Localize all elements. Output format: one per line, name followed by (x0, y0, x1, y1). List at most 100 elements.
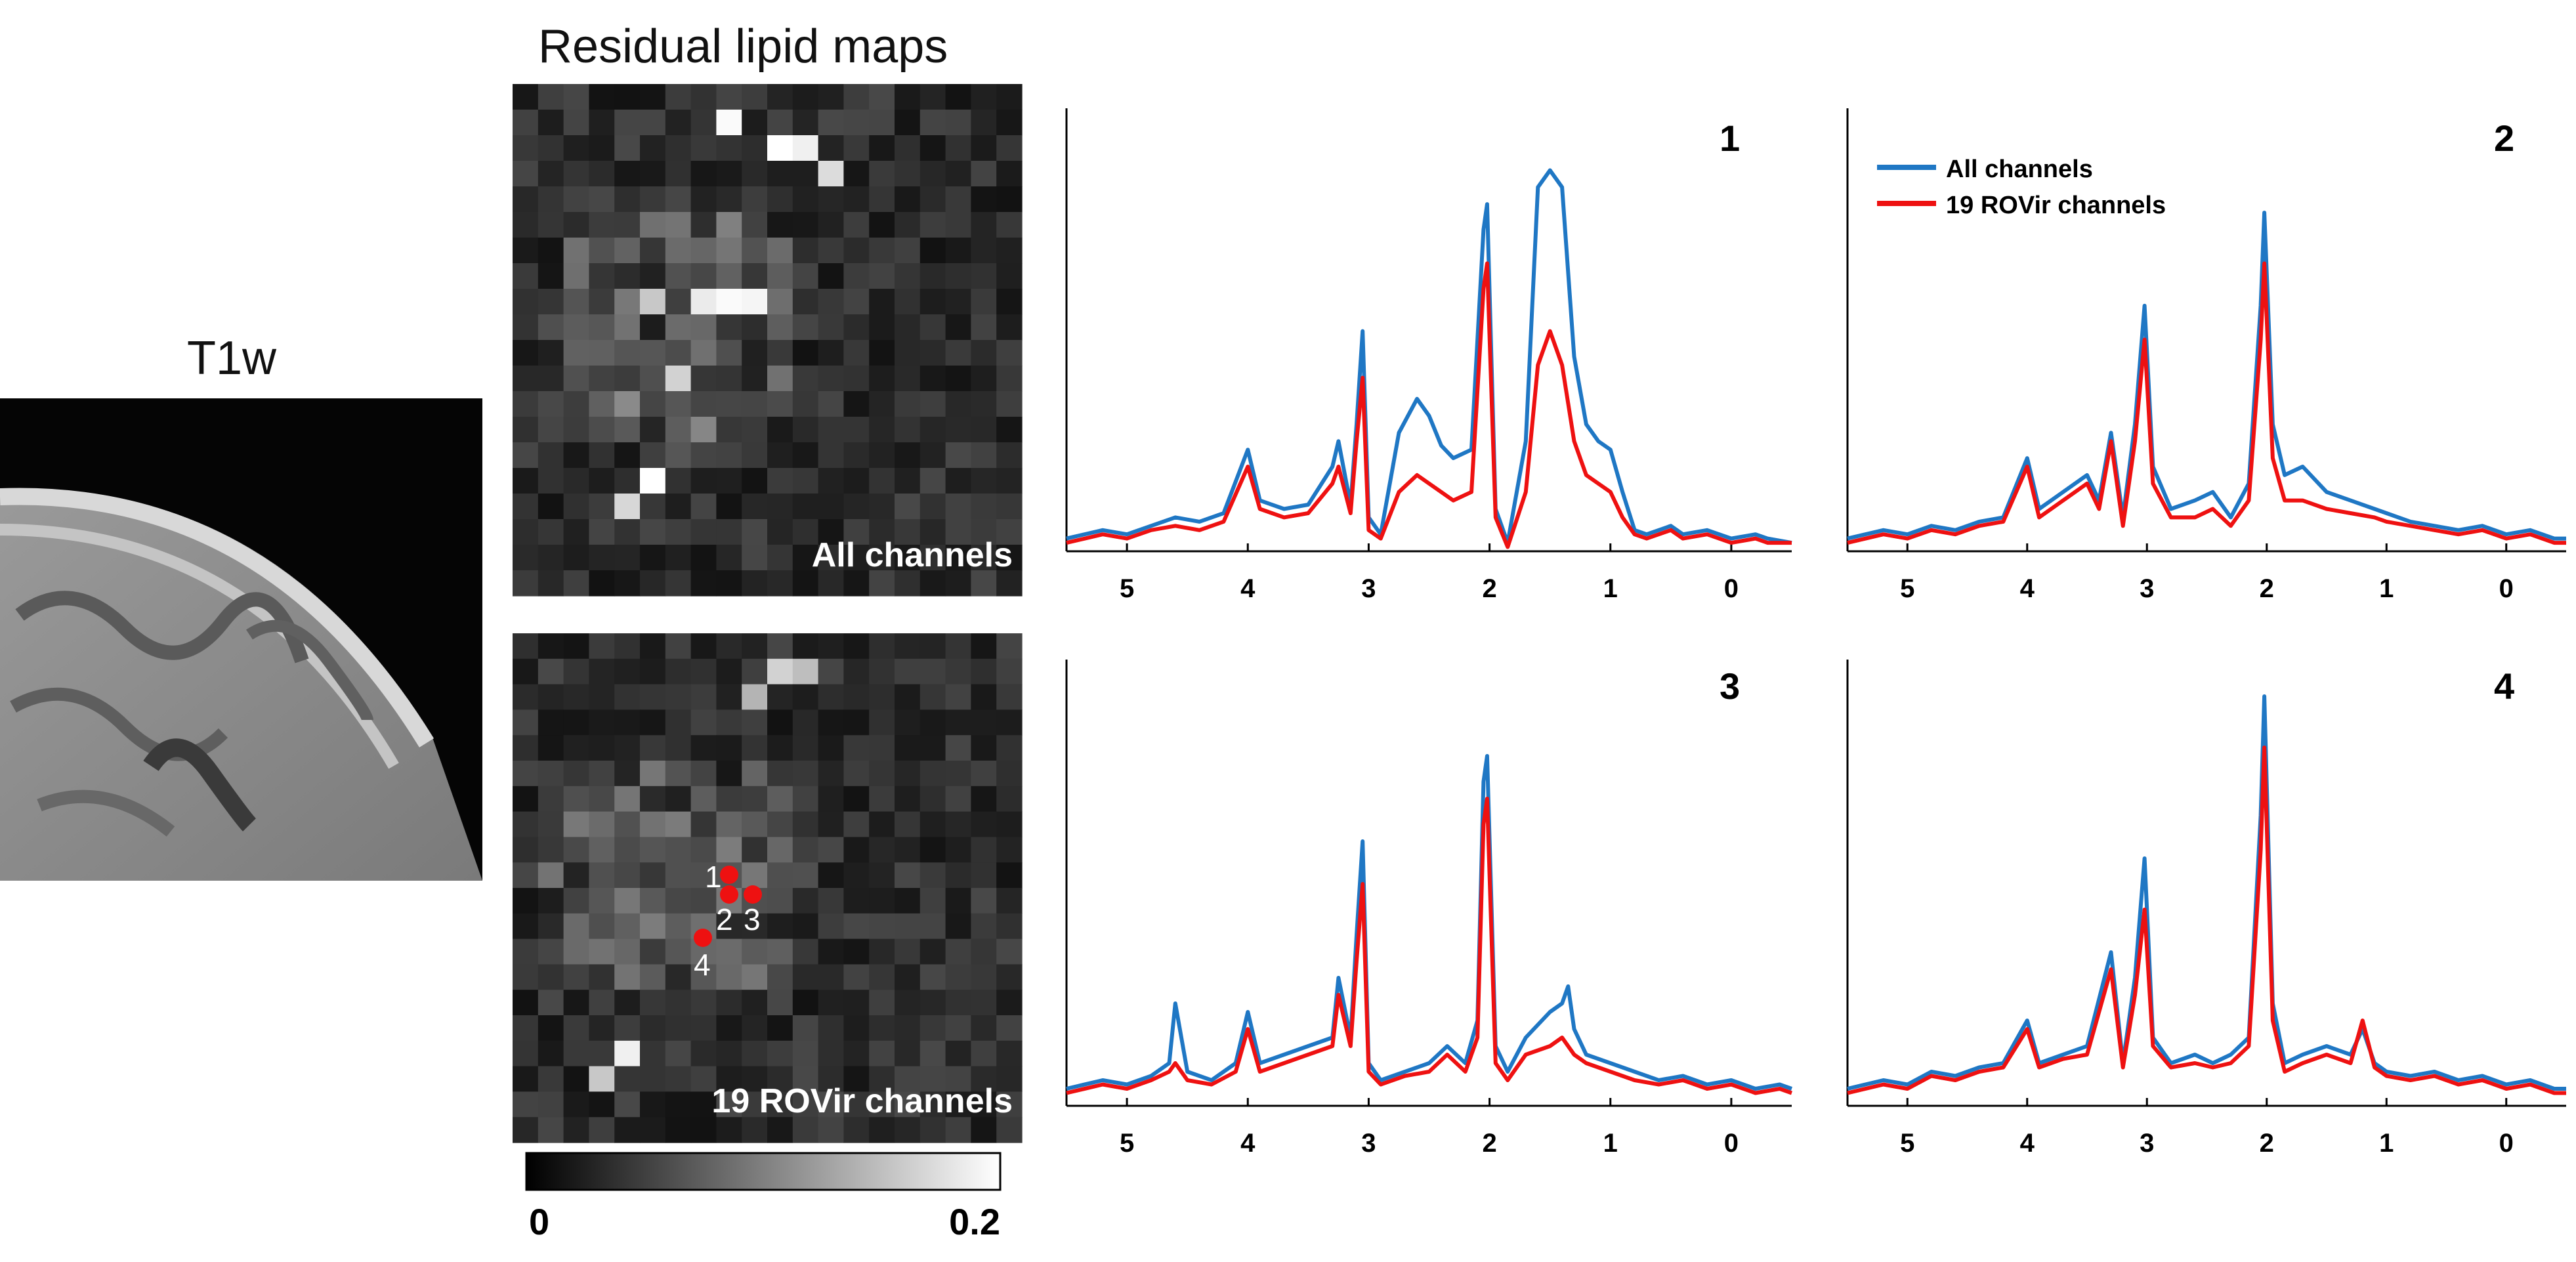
map-pixel (563, 1040, 589, 1067)
map-pixel (589, 263, 615, 289)
map-pixel (945, 761, 971, 787)
map-pixel (690, 811, 717, 837)
map-pixel (665, 519, 692, 545)
map-pixel (589, 990, 615, 1016)
map-pixel (818, 709, 844, 736)
map-pixel (843, 1066, 870, 1092)
map-pixel (919, 417, 946, 443)
map-pixel (614, 289, 641, 315)
map-pixel (996, 862, 1023, 889)
map-pixel (792, 964, 819, 990)
x-tick-label: 4 (1240, 1129, 1256, 1158)
map-pixel (563, 212, 589, 238)
map-pixel (742, 684, 768, 710)
map-pixel (843, 186, 870, 213)
map-pixel (513, 110, 539, 136)
map-pixel (716, 964, 742, 990)
map-pixel (895, 633, 921, 660)
map-pixel (690, 990, 717, 1016)
map-pixel (640, 888, 666, 914)
map-pixel (895, 263, 921, 289)
map-pixel (919, 494, 946, 520)
lipid-maps-title: Residual lipid maps (538, 20, 948, 73)
map-pixel (716, 938, 742, 965)
map-pixel (513, 811, 539, 837)
map-pixel (716, 135, 742, 161)
series-line-all-channels (1847, 211, 2566, 541)
map-pixel (640, 1117, 666, 1143)
map-pixel (895, 366, 921, 392)
series-line-all-channels (1066, 168, 1792, 545)
spectrum-panel-3: 3 5 4 3 2 1 0 (1065, 660, 1792, 1158)
map-pixel (716, 238, 742, 264)
map-pixel (971, 837, 997, 863)
map-pixel (513, 1040, 539, 1067)
map-pixel (792, 391, 819, 417)
map-pixel (640, 1066, 666, 1092)
map-pixel (742, 212, 768, 238)
map-pixel (665, 735, 692, 761)
map-pixel (742, 340, 768, 366)
map-pixel (690, 110, 717, 136)
map-pixel (690, 366, 717, 392)
map-pixel (690, 289, 717, 315)
map-pixel (919, 837, 946, 863)
map-pixel (945, 314, 971, 341)
map-pixel (513, 314, 539, 341)
map-pixel (640, 84, 666, 110)
map-pixel (843, 340, 870, 366)
map-pixel (513, 84, 539, 110)
map-pixel (843, 161, 870, 187)
map-pixel (742, 658, 768, 685)
map-pixel (843, 289, 870, 315)
map-pixel (589, 494, 615, 520)
map-pixel (869, 161, 895, 187)
map-pixel (996, 684, 1023, 710)
map-pixel (538, 888, 564, 914)
map-pixel (716, 442, 742, 469)
map-pixel (945, 1040, 971, 1067)
map-pixel (818, 468, 844, 494)
map-pixel (895, 340, 921, 366)
map-pixel (640, 161, 666, 187)
map-pixel (742, 366, 768, 392)
map-pixel (767, 913, 793, 940)
map-pixel (589, 84, 615, 110)
map-pixel (895, 1117, 921, 1143)
map-pixel (996, 633, 1023, 660)
map-pixel (895, 913, 921, 940)
x-tick-label: 1 (1603, 1129, 1618, 1158)
map-pixel (589, 837, 615, 863)
map-pixel (919, 366, 946, 392)
map-pixel (589, 888, 615, 914)
map-pixel (895, 684, 921, 710)
map-pixel (563, 161, 589, 187)
map-pixel (665, 263, 692, 289)
map-pixel (767, 735, 793, 761)
map-pixel (818, 1040, 844, 1067)
map-pixel (690, 238, 717, 264)
map-pixel (640, 990, 666, 1016)
map-pixel (640, 761, 666, 787)
map-pixel (767, 289, 793, 315)
map-pixel (589, 938, 615, 965)
map-pixel (690, 417, 717, 443)
map-pixel (895, 938, 921, 965)
map-pixel (563, 990, 589, 1016)
map-pixel (895, 570, 921, 597)
map-pixel (614, 468, 641, 494)
map-pixel (996, 468, 1023, 494)
map-pixel (716, 1040, 742, 1067)
map-pixel (919, 186, 946, 213)
map-pixel (665, 888, 692, 914)
map-pixel (895, 888, 921, 914)
map-pixel (869, 761, 895, 787)
map-pixel (895, 110, 921, 136)
map-pixel (792, 366, 819, 392)
map-pixel (767, 366, 793, 392)
map-pixel (767, 84, 793, 110)
map-pixel (589, 135, 615, 161)
map-pixel (945, 289, 971, 315)
map-pixel (895, 442, 921, 469)
map-pixel (971, 1117, 997, 1143)
